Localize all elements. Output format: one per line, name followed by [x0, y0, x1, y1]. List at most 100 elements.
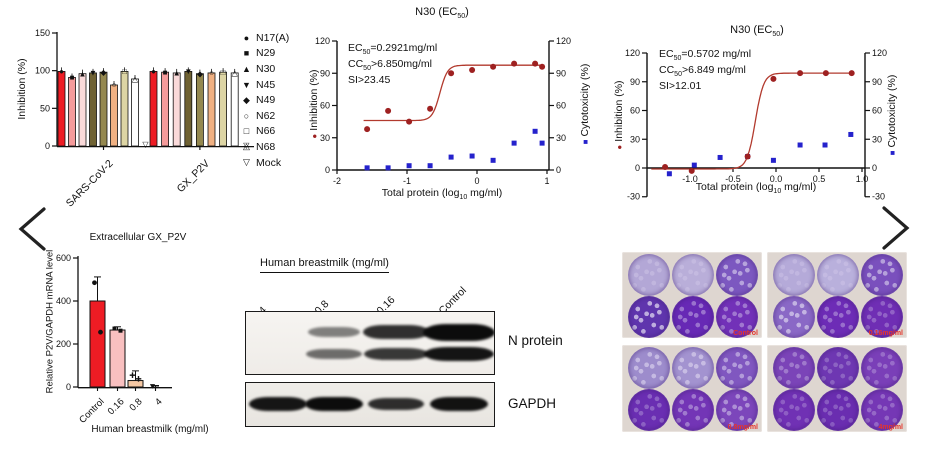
plate-well: [716, 389, 758, 431]
n68-marker-icon: △: [132, 75, 139, 84]
svg-text:60: 60: [630, 106, 640, 116]
plate-well: [672, 254, 714, 296]
svg-text:100: 100: [35, 66, 50, 76]
svg-text:60: 60: [872, 106, 882, 116]
n30-marker-icon: ▲: [173, 69, 181, 78]
plate-label: 0.8mg/ml: [727, 424, 758, 431]
svg-text:-2: -2: [333, 176, 341, 186]
svg-text:120: 120: [872, 48, 887, 58]
plate-well: [672, 347, 714, 389]
svg-text:1.0: 1.0: [856, 174, 869, 184]
ec50-annotation: EC50=0.2921mg/ml CC50>6.850mg/ml SI>23.4…: [348, 42, 438, 86]
legend-label: N68: [256, 140, 276, 153]
cytotoxicity-marker-icon: ■: [581, 139, 590, 145]
mrna-bar-panel: Extracellular GX_P2V Relative P2V/GAPDH …: [38, 228, 253, 457]
plate-label: 4mg/ml: [878, 424, 903, 431]
legend-item: ▲ N30: [240, 61, 318, 77]
n62-marker-icon: ○: [209, 69, 214, 78]
n45-marker-icon: ▼: [242, 79, 251, 90]
plate-well: [716, 296, 758, 338]
x-axis-label: Total protein (log10 mg/ml): [381, 187, 503, 202]
plate-well: [672, 296, 714, 338]
legend-label: N17(A): [256, 31, 290, 44]
svg-text:150: 150: [35, 28, 50, 38]
legend-label: N49: [256, 94, 276, 107]
svg-text:0: 0: [45, 141, 50, 151]
n29-marker-icon: ■: [163, 68, 168, 77]
svg-text:30: 30: [556, 133, 566, 143]
plate-well: [861, 389, 903, 431]
plate-well: [861, 296, 903, 338]
western-blot-panel: Human breastmilk (mg/ml) 40.80.16Control…: [245, 255, 580, 440]
n-protein-band: [363, 324, 429, 340]
svg-text:1: 1: [544, 176, 549, 186]
dose-response-panel-1: N30 (EC50) EC50=0.2921mg/ml CC50>6.850mg…: [302, 4, 598, 222]
cytotoxicity-marker-icon: ■: [888, 150, 897, 156]
svg-text:0: 0: [325, 165, 330, 175]
svg-text:50: 50: [40, 103, 50, 113]
category-label: Control: [77, 396, 106, 425]
legend-label: Mock: [256, 156, 282, 169]
n49-marker-icon: ◆: [243, 94, 250, 105]
legend-label: N29: [256, 47, 276, 60]
plate-well: [817, 296, 859, 338]
legend-item: ■ N29: [240, 46, 318, 62]
chevron-left-icon[interactable]: [16, 206, 48, 252]
n17(a)-marker-icon: ●: [151, 67, 156, 76]
inhibition-bar-panel: Inhibition (%) 0 50 100 150 ● ■ ▲ ▼ ◆ ○ □ △ ▽ SARS-Co…: [8, 6, 260, 220]
n66-marker-icon: □: [243, 126, 250, 137]
svg-text:90: 90: [872, 77, 882, 87]
legend-label: N30: [256, 62, 276, 75]
plate-well: [773, 254, 815, 296]
n-protein-band: [307, 327, 361, 337]
assay-plate: 0.8mg/ml: [622, 345, 762, 432]
plate-well: [628, 296, 670, 338]
assay-plate: 4mg/ml: [767, 345, 907, 432]
svg-text:30: 30: [630, 134, 640, 144]
x-axis-label: Total protein (log10 mg/ml): [695, 181, 817, 196]
svg-text:0.0: 0.0: [770, 174, 783, 184]
mock-marker-icon: ▽: [243, 141, 250, 150]
svg-text:60: 60: [556, 101, 566, 111]
plate-well: [861, 347, 903, 389]
gapdh-band: [249, 397, 307, 411]
legend-item: ○ N62: [240, 108, 318, 124]
legend-item: △ N68: [240, 139, 318, 155]
plate-well: [716, 347, 758, 389]
plaque-assay-panel: Control 0.16mg/ml 0.8mg/ml 4mg/ml: [620, 250, 910, 434]
legend-label: N45: [256, 78, 276, 91]
svg-text:0: 0: [474, 176, 479, 186]
svg-text:-30: -30: [627, 192, 640, 202]
svg-text:-0.5: -0.5: [725, 174, 741, 184]
chevron-right-icon[interactable]: [880, 205, 912, 251]
svg-text:400: 400: [56, 296, 71, 306]
svg-text:200: 200: [56, 339, 71, 349]
n-protein-band: [423, 323, 494, 341]
svg-text:90: 90: [320, 68, 330, 78]
svg-text:-30: -30: [872, 192, 885, 202]
n30-marker-icon: ▲: [242, 63, 251, 74]
category-label: GX_P2V: [175, 158, 212, 195]
n-protein-label: N protein: [508, 333, 563, 348]
n66-marker-icon: □: [221, 68, 226, 77]
svg-text:90: 90: [556, 68, 566, 78]
legend-item: ▼ N45: [240, 77, 318, 93]
category-label: 4: [153, 396, 165, 408]
svg-text:0: 0: [66, 382, 71, 392]
y-axis-label: Inhibition (%): [16, 58, 28, 120]
n68-marker-icon: △: [243, 141, 250, 152]
n49-marker-icon: ◆: [197, 69, 204, 78]
n62-marker-icon: ○: [243, 110, 250, 121]
legend-item: ● N17(A): [240, 30, 318, 46]
n-protein-band: [363, 348, 429, 360]
legend-label: N62: [256, 109, 276, 122]
svg-text:0: 0: [635, 163, 640, 173]
legend-item: ▽ Mock: [240, 155, 318, 171]
right-y-axis-label: ■Cytotoxicity (%): [579, 63, 591, 145]
plate-well: [628, 254, 670, 296]
right-y-axis-label: ■Cytotoxicity (%): [886, 74, 898, 156]
n29-marker-icon: ■: [70, 73, 75, 82]
plate-well: [628, 389, 670, 431]
